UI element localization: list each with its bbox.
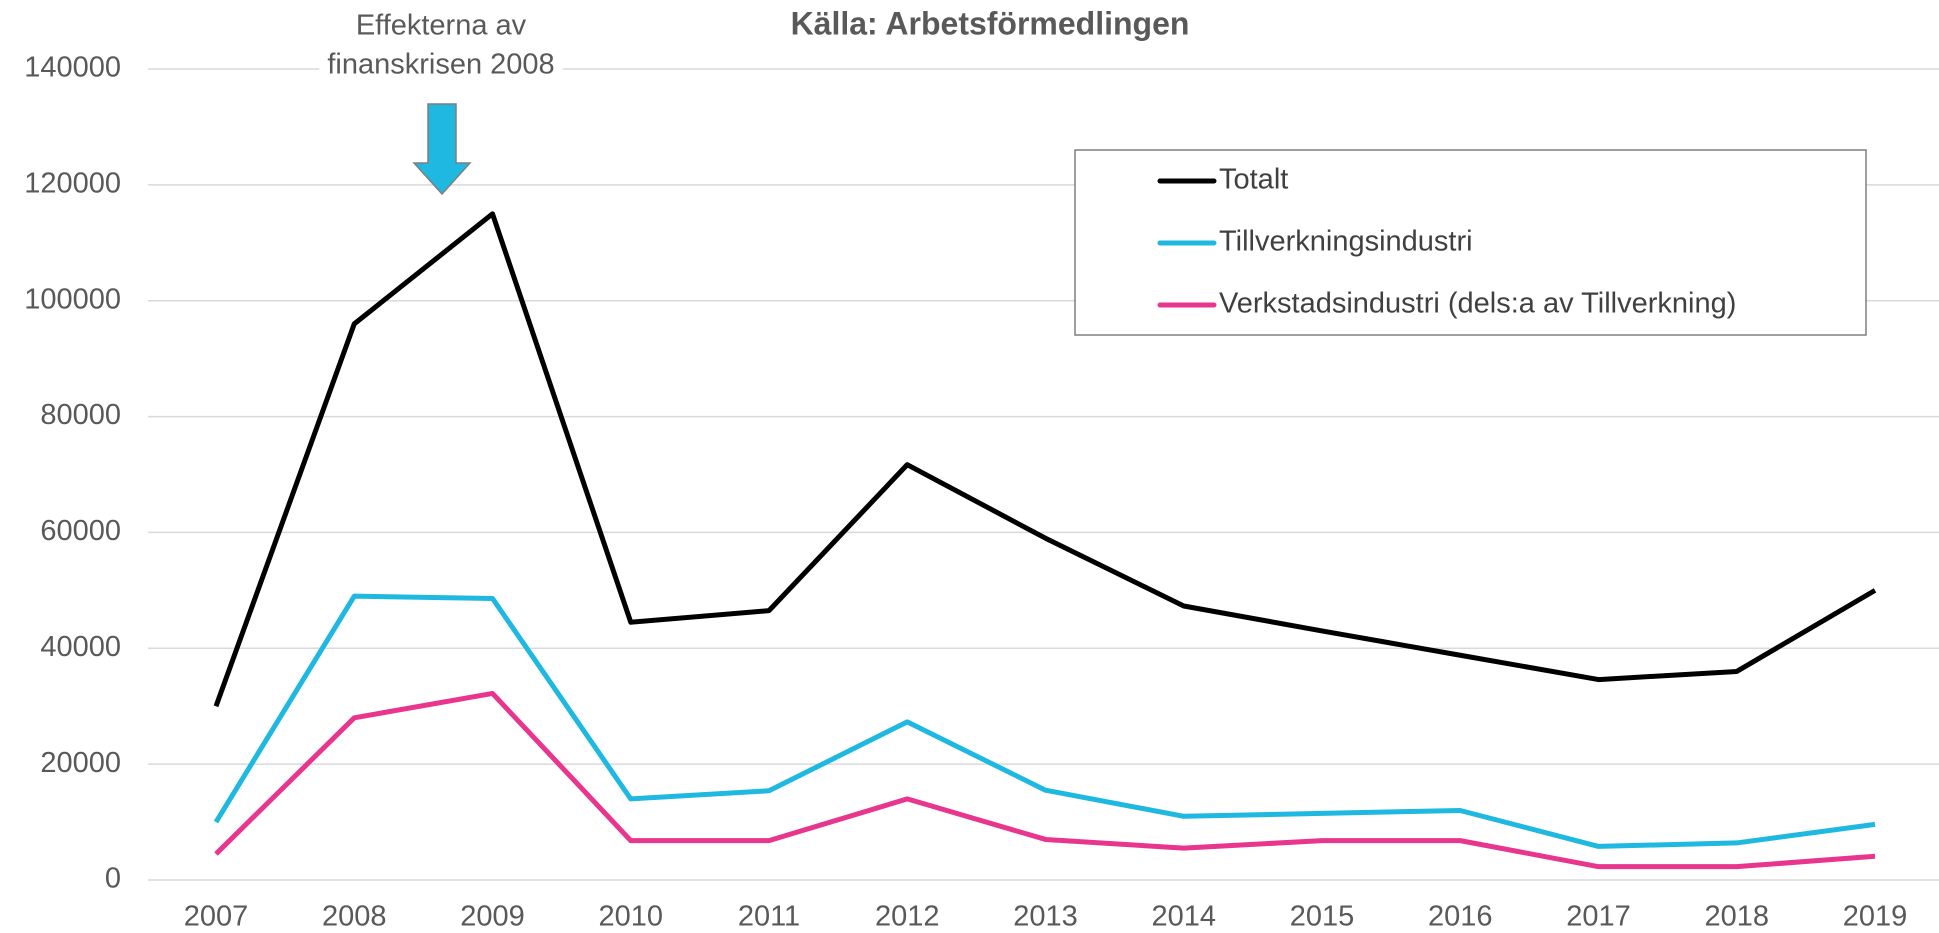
y-tick-label: 140000 bbox=[24, 52, 121, 84]
chart-title: Källa: Arbetsförmedlingen bbox=[791, 5, 1190, 41]
annotation-text: finanskrisen 2008 bbox=[327, 49, 554, 81]
y-tick-label: 80000 bbox=[40, 399, 121, 431]
x-tick-label: 2015 bbox=[1290, 901, 1355, 933]
y-tick-label: 0 bbox=[105, 863, 121, 895]
x-tick-label: 2007 bbox=[184, 901, 249, 933]
series-line bbox=[213, 593, 1876, 849]
y-tick-label: 100000 bbox=[24, 283, 121, 315]
series-line bbox=[213, 211, 1877, 708]
legend-label: Verkstadsindustri (dels:a av Tillverknin… bbox=[1219, 288, 1736, 320]
x-tick-label: 2019 bbox=[1843, 901, 1908, 933]
y-tick-label: 120000 bbox=[24, 168, 121, 200]
x-tick-label: 2016 bbox=[1428, 901, 1493, 933]
x-tick-label: 2010 bbox=[598, 901, 663, 933]
annotation-bg bbox=[319, 48, 563, 81]
x-tick-label: 2008 bbox=[322, 901, 387, 933]
series-line bbox=[214, 690, 1876, 870]
legend-label: Totalt bbox=[1219, 164, 1288, 196]
x-tick-label: 2017 bbox=[1566, 901, 1631, 933]
x-tick-label: 2012 bbox=[875, 901, 940, 933]
x-tick-label: 2014 bbox=[1151, 901, 1216, 933]
x-tick-label: 2009 bbox=[460, 901, 525, 933]
x-tick-label: 2013 bbox=[1013, 901, 1078, 933]
legend-label: Tillverkningsindustri bbox=[1219, 226, 1473, 258]
x-tick-label: 2011 bbox=[738, 901, 800, 933]
annotation-bg bbox=[347, 9, 535, 42]
annotation-arrow bbox=[412, 103, 472, 196]
y-tick-label: 40000 bbox=[40, 631, 121, 663]
annotation-text: Effekterna av bbox=[356, 10, 527, 42]
y-tick-label: 60000 bbox=[40, 515, 121, 547]
x-tick-label: 2018 bbox=[1704, 901, 1769, 933]
y-tick-label: 20000 bbox=[40, 747, 121, 779]
